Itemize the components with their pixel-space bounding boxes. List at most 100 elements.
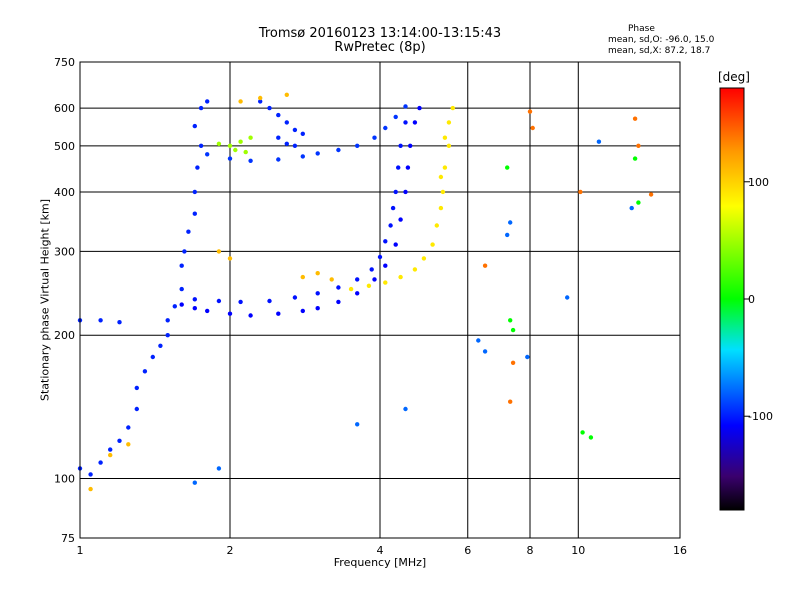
echo-point: [165, 333, 170, 338]
echo-point: [393, 242, 398, 247]
chart-subtitle: RwPretec (8p): [334, 40, 426, 55]
echo-point: [527, 109, 533, 114]
echo-point: [227, 143, 233, 148]
echo-point: [482, 263, 488, 268]
echo-point: [292, 295, 298, 300]
echo-point: [348, 286, 354, 292]
echo-point: [192, 306, 197, 311]
y-tick-label: 400: [54, 186, 75, 199]
echo-point: [150, 354, 155, 360]
echo-point: [398, 143, 403, 148]
echo-point: [117, 320, 122, 325]
echo-point: [421, 256, 427, 261]
echo-point: [179, 286, 184, 292]
echo-point: [284, 92, 289, 98]
echo-point: [300, 154, 305, 159]
echo-point: [292, 143, 298, 148]
phase-info-x: mean, sd,X: 87.2, 18.7: [608, 46, 711, 56]
echo-point: [238, 139, 243, 144]
echo-point: [258, 95, 263, 101]
echo-point: [216, 141, 222, 146]
echo-point: [182, 249, 187, 254]
echo-point: [508, 399, 513, 404]
echo-point: [172, 304, 177, 309]
echo-point: [510, 327, 516, 333]
echo-point: [398, 274, 403, 280]
echo-point: [267, 298, 272, 304]
x-tick-label: 1: [77, 544, 84, 557]
echo-point: [403, 120, 408, 125]
echo-point: [412, 120, 418, 125]
echo-point: [403, 189, 408, 195]
x-tick-label: 4: [377, 544, 384, 557]
echo-point: [315, 306, 320, 311]
echo-point: [525, 354, 530, 360]
echo-point: [408, 143, 413, 148]
echo-point: [198, 143, 204, 148]
echo-point: [505, 232, 510, 238]
echo-point: [438, 205, 444, 211]
echo-point: [205, 308, 210, 314]
echo-point: [243, 149, 248, 155]
echo-point: [300, 131, 305, 136]
x-axis-label: Frequency [MHz]: [333, 556, 427, 569]
colorbar-unit: [deg]: [718, 70, 750, 84]
echo-point: [355, 277, 360, 282]
echo-point: [355, 143, 360, 148]
colorbar-tick-label: -100: [748, 410, 773, 423]
echo-point: [238, 99, 243, 104]
echo-point: [383, 125, 388, 131]
echo-point: [205, 99, 210, 104]
echo-point: [588, 435, 594, 440]
echo-point: [388, 223, 393, 228]
echo-point: [205, 152, 210, 157]
echo-point: [393, 114, 398, 120]
axis-tick-labels: 1 2 4 6 8 10 16 75 100 200 300 400 500 600 750: [54, 56, 687, 557]
echo-point: [355, 422, 360, 427]
chart-title: Tromsø 20160123 13:14:00-13:15:43: [258, 26, 502, 41]
echo-point: [227, 256, 233, 261]
echo-point: [403, 406, 408, 412]
echo-point: [336, 299, 341, 305]
echo-point: [227, 311, 233, 316]
echo-point: [476, 338, 481, 343]
echo-point: [450, 105, 455, 111]
echo-point: [510, 360, 516, 365]
y-axis-label: Stationary phase Virtual Height [km]: [38, 198, 52, 402]
echo-point: [482, 349, 488, 354]
echo-point: [383, 239, 388, 244]
echo-point: [179, 302, 184, 307]
echo-point: [165, 318, 170, 323]
echo-point: [632, 116, 638, 121]
echo-point: [88, 472, 93, 477]
echo-point: [216, 298, 222, 304]
echo-point: [158, 343, 163, 348]
echo-point: [578, 189, 583, 195]
echo-point: [565, 295, 570, 300]
echo-point: [192, 123, 197, 129]
echo-point: [276, 157, 281, 162]
x-tick-label: 10: [571, 544, 585, 557]
y-tick-label: 750: [54, 56, 75, 69]
echo-point: [434, 223, 439, 228]
echo-point: [179, 263, 184, 268]
y-tick-label: 300: [54, 245, 75, 258]
echo-point: [276, 112, 281, 118]
echo-point: [192, 480, 197, 485]
echo-point: [233, 147, 238, 153]
echo-point: [648, 192, 654, 197]
echo-point: [300, 274, 305, 280]
y-tick-label: 75: [61, 532, 75, 545]
echo-point: [636, 143, 641, 148]
y-tick-label: 100: [54, 473, 75, 486]
plot-frame: [79, 61, 681, 539]
echo-point: [636, 200, 641, 205]
echo-point: [412, 267, 418, 272]
echo-point: [329, 277, 334, 282]
echo-point: [300, 308, 305, 314]
echo-point: [393, 189, 398, 195]
echo-point: [126, 425, 131, 430]
echo-point: [248, 313, 253, 318]
echo-point: [192, 297, 197, 302]
